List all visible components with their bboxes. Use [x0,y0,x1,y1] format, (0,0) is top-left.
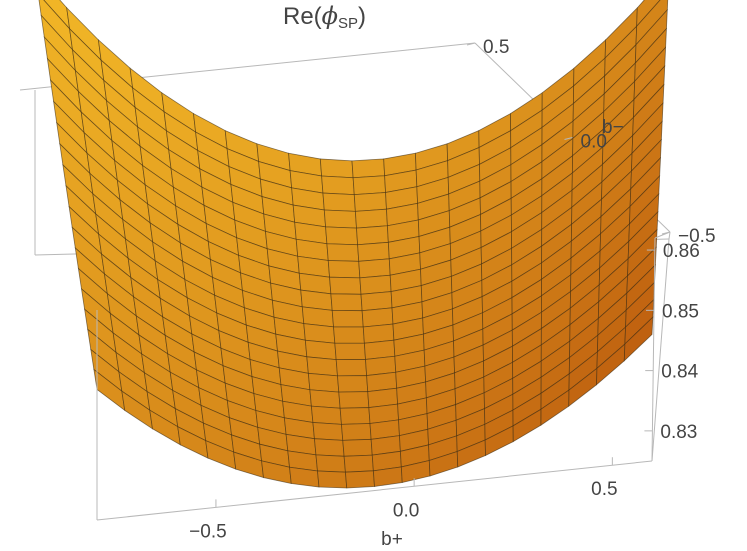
surface-cell [331,309,364,328]
chart-title: Re(ϕSP) [283,2,366,32]
chart-title-symbol: ϕ [321,2,339,30]
y-tick-label: 0.0 [581,132,607,153]
surface-cell [337,375,369,393]
surface-cell [327,260,361,279]
surface-cell [344,470,375,489]
y-tick-mark [466,42,476,46]
surface-cell [319,158,354,179]
box-edge-front-bottom [96,460,653,521]
surface-cell [323,209,357,229]
surface-cell [315,454,346,473]
surface-cell [309,389,341,409]
surface-cell [623,316,654,362]
surface-cell [310,405,342,425]
surface-cell [356,225,389,246]
x-tick-label: −0.5 [189,521,227,542]
surface-cell [333,326,365,344]
surface-cell [335,359,368,377]
surface [38,0,669,489]
surface-cell [352,175,386,196]
box-edge-right-back-vertical [668,231,671,240]
y-tick-mark [564,137,573,140]
axis-ticks: −0.50.00.50.50.0−0.50.860.850.840.83b+b− [189,37,715,550]
box-edge-front-right [651,237,656,462]
surface-cell [342,438,373,457]
y-tick-mark [661,231,671,235]
surface-cell [304,339,337,361]
box-edge-right-bottom [651,238,670,462]
z-tick-label: 0.86 [663,241,700,262]
surface-cell [359,274,392,295]
surface-cell [334,342,366,361]
z-tick-label: 0.85 [662,301,699,322]
x-tick-label: 0.5 [591,479,617,500]
surface-cell [329,276,362,295]
surface-cell [341,423,372,441]
y-tick-label: −0.5 [678,226,716,247]
z-tick-label: 0.83 [660,422,697,443]
surface-cell [307,372,340,393]
chart-title-suffix: ) [358,3,367,30]
surface-cell [339,407,371,425]
surface-cell [353,192,387,212]
surface-cell [338,391,370,409]
surface-cell [317,470,348,489]
z-tick-label: 0.84 [661,362,698,383]
surface-cell [343,454,374,473]
surface-cell [321,175,355,196]
surface-cell [330,293,363,312]
surface-cell [357,241,390,262]
surface-cell [325,226,359,246]
box-front-edges [96,231,671,521]
surface-cell [360,291,393,312]
y-axis-label: b− [602,117,624,138]
surface-cell [306,356,338,377]
surface-cell [358,258,391,279]
surface-cell [289,466,320,488]
y-tick-label: 0.5 [483,37,509,58]
surface-cell [372,466,403,487]
chart-title-subscript: SP [338,15,359,32]
surface-cell [351,158,386,179]
x-tick-label: 0.0 [393,500,419,521]
surface-cell [326,243,360,262]
surface-cell [354,208,388,229]
surface-cell [322,192,356,212]
chart-title-prefix: Re( [283,3,322,30]
surface-cell [313,438,345,457]
x-axis-label: b+ [381,529,403,550]
surface-cell [312,422,344,441]
